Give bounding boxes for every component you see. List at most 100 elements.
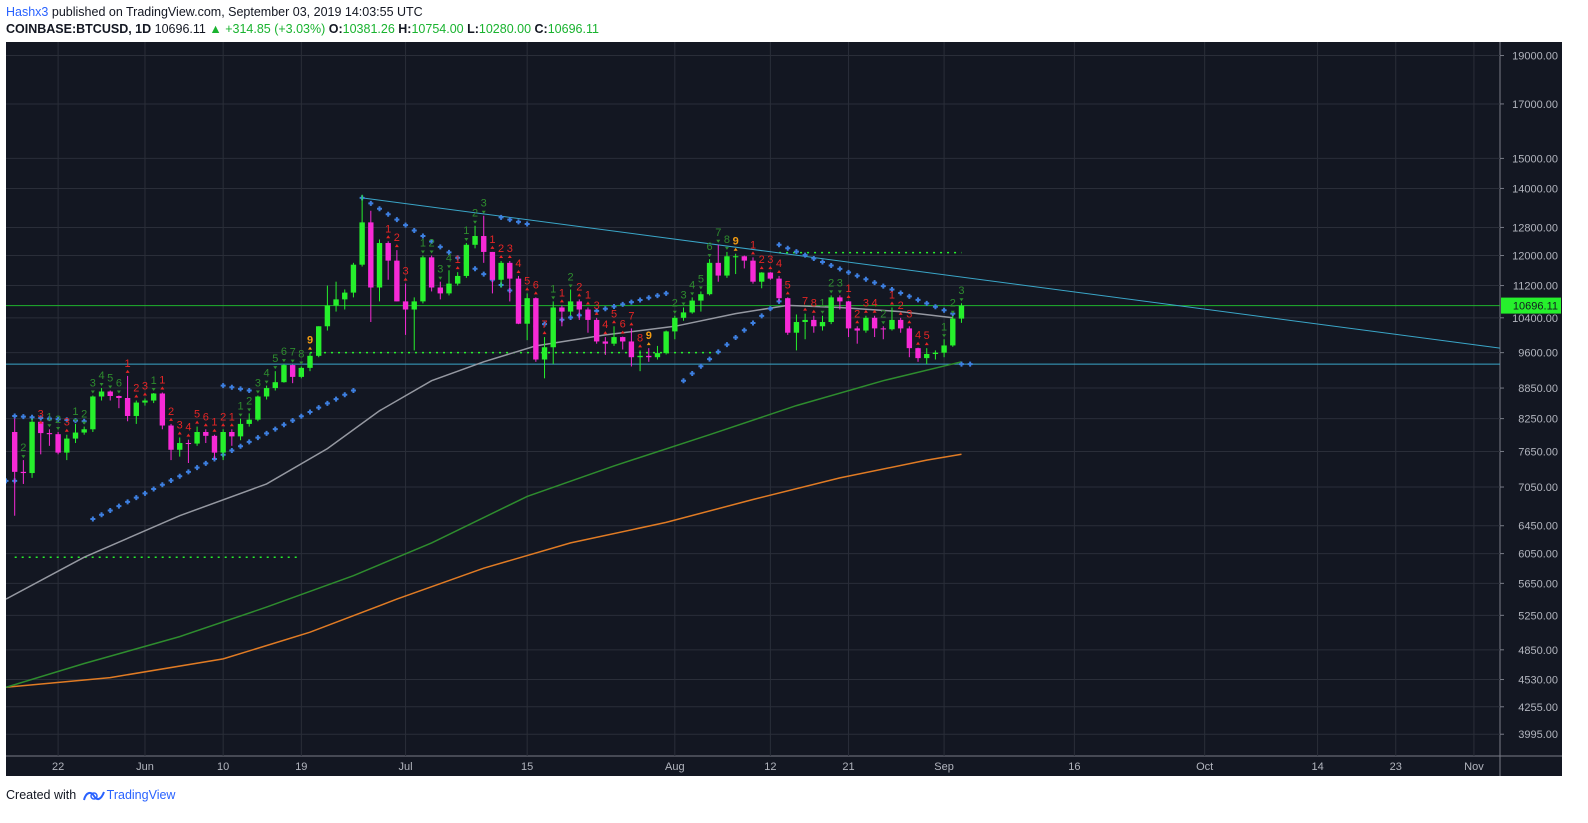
price-tick-label: 14000.00	[1512, 183, 1558, 195]
psar-dot	[168, 477, 174, 483]
candle-body	[11, 432, 18, 472]
td-arrow	[186, 433, 191, 437]
price-axis[interactable]	[1500, 42, 1562, 776]
psar-dot	[429, 238, 435, 244]
td-count-label: 2	[898, 300, 904, 312]
low-value: 10280.00	[478, 22, 532, 36]
td-count-label: 1	[585, 289, 591, 301]
candle-body	[272, 382, 278, 389]
trendlines[interactable]	[362, 197, 1501, 349]
psar-dot	[568, 315, 574, 321]
price-tick-label: 11200.00	[1513, 281, 1558, 293]
candle-body	[402, 301, 409, 310]
plot-area[interactable]	[6, 42, 1500, 756]
td-count-label: 4	[776, 258, 782, 270]
td-arrow	[82, 421, 87, 425]
td-arrow	[221, 423, 226, 427]
td-count-label: 1	[159, 375, 165, 387]
td-count-label: 4	[515, 258, 521, 270]
candle-body	[906, 328, 913, 349]
time-axis[interactable]	[6, 756, 1500, 776]
price-tick-label: 12800.00	[1512, 222, 1558, 234]
td-arrow	[559, 299, 564, 303]
candle-body	[333, 299, 339, 306]
td-count-label: 1	[489, 234, 495, 246]
td-arrow	[490, 245, 495, 249]
td-arrow	[299, 361, 304, 365]
psar-dot	[793, 249, 799, 255]
psar-dot	[298, 413, 304, 419]
open-label: O:	[328, 22, 343, 36]
candle-body	[446, 283, 452, 294]
price-change: ▲ +314.85 (+3.03%)	[209, 22, 326, 36]
td-count-label: 3	[837, 277, 843, 289]
price-tick-label: 12000.00	[1512, 251, 1558, 263]
td-count-label: 2	[81, 409, 87, 421]
published-text: published on TradingView.com, September …	[51, 5, 423, 19]
td-count-label: 2	[246, 395, 252, 407]
last-price-marker: 10696.11	[1501, 297, 1561, 314]
candle-body	[767, 272, 774, 279]
td-arrow	[455, 266, 460, 270]
td-arrow	[733, 247, 738, 251]
psar-dot	[246, 388, 252, 394]
td-count-label: 7	[541, 319, 547, 331]
candle-body	[706, 262, 713, 295]
td-count-label: 2	[133, 383, 139, 395]
td-arrow	[116, 390, 121, 394]
candle-body	[454, 275, 461, 284]
td-arrow	[638, 344, 643, 348]
psar-dot	[307, 409, 313, 415]
author-link[interactable]: Hashx3	[6, 5, 49, 19]
td-arrow	[73, 418, 78, 422]
candle-body	[785, 298, 791, 333]
psar-dot	[437, 244, 443, 250]
td-arrow	[481, 210, 486, 214]
candle-body	[46, 433, 53, 435]
psar-dot	[125, 499, 131, 505]
candle-body	[802, 319, 808, 323]
td-arrow	[620, 330, 625, 334]
td-count-label: 2	[472, 208, 478, 220]
td-count-label: 4	[264, 368, 270, 380]
psar-dot	[290, 418, 296, 424]
td-arrow	[672, 310, 677, 314]
td-arrow	[872, 309, 877, 313]
psar-dot	[846, 269, 852, 275]
psar-dot	[446, 249, 452, 255]
psar-dot	[811, 256, 817, 262]
psar-dot	[350, 388, 356, 394]
candle-body	[620, 337, 626, 342]
td-arrow	[308, 346, 313, 350]
candle-body	[98, 391, 105, 397]
td-arrow	[924, 342, 929, 346]
candle-body	[871, 317, 878, 329]
time-tick-label: Aug	[665, 761, 685, 773]
last-price-tag-label: 10696.11	[1513, 301, 1558, 313]
tradingview-link[interactable]: TradingView	[106, 788, 176, 802]
td-arrow	[64, 428, 69, 432]
candle-body	[958, 305, 965, 319]
td-arrow	[99, 383, 104, 387]
td-count-label: 2	[220, 411, 226, 423]
candle-body	[246, 419, 252, 424]
psar-dot	[368, 200, 374, 206]
candle-body	[541, 347, 548, 360]
candle-body	[689, 300, 695, 313]
td-count-label: 2	[759, 254, 765, 266]
td-arrow	[959, 298, 964, 302]
candle-body	[758, 272, 765, 282]
psar-dot	[229, 447, 235, 453]
psar-dot	[724, 342, 730, 348]
td-count-label: 2	[394, 232, 400, 244]
candle-body	[515, 278, 522, 324]
time-tick-label: 10	[217, 761, 229, 773]
candle-body	[672, 317, 678, 332]
psar-dot	[802, 252, 808, 258]
candle-body	[420, 257, 426, 302]
td-arrow	[403, 277, 408, 281]
td-arrow	[290, 359, 295, 363]
td-arrow	[785, 291, 790, 295]
